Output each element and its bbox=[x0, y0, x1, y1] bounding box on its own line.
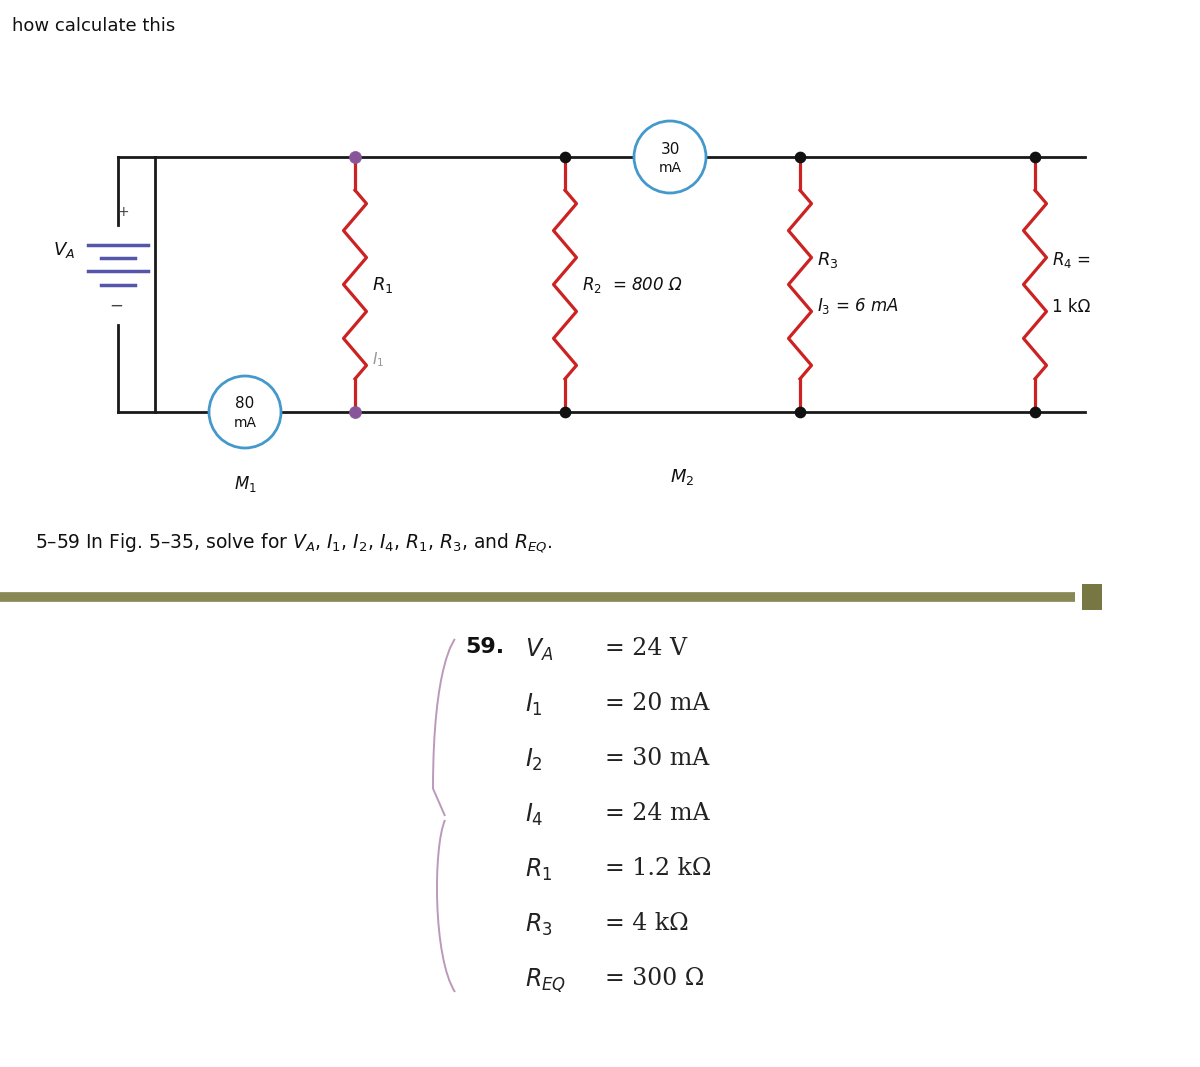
Point bbox=[1025, 403, 1044, 420]
Text: $M_1$: $M_1$ bbox=[234, 474, 257, 494]
Point bbox=[1025, 148, 1044, 165]
Text: $R_1$: $R_1$ bbox=[372, 274, 394, 294]
Text: $I_4$: $I_4$ bbox=[526, 802, 544, 828]
Text: $I_2$: $I_2$ bbox=[526, 747, 542, 774]
Point bbox=[346, 403, 365, 420]
Text: mA: mA bbox=[234, 416, 257, 430]
Point bbox=[791, 148, 810, 165]
Circle shape bbox=[209, 376, 281, 448]
Circle shape bbox=[634, 121, 706, 193]
Text: $R_3$: $R_3$ bbox=[817, 250, 839, 270]
Text: 5–59 In Fig. 5–35, solve for $V_A$, $I_1$, $I_2$, $I_4$, $R_1$, $R_3$, and $R_{E: 5–59 In Fig. 5–35, solve for $V_A$, $I_1… bbox=[35, 532, 552, 555]
Text: $M_2$: $M_2$ bbox=[671, 467, 695, 487]
Text: $V_A$: $V_A$ bbox=[526, 637, 553, 664]
Text: $R_3$: $R_3$ bbox=[526, 912, 552, 938]
Text: = 24 V: = 24 V bbox=[605, 637, 686, 660]
Text: $R_1$: $R_1$ bbox=[526, 857, 552, 883]
Text: 1 kΩ: 1 kΩ bbox=[1052, 298, 1091, 316]
Text: +: + bbox=[118, 206, 128, 220]
Point bbox=[556, 403, 575, 420]
Text: 80: 80 bbox=[235, 397, 254, 412]
Text: $R_{EQ}$: $R_{EQ}$ bbox=[526, 967, 566, 996]
Point bbox=[556, 148, 575, 165]
Text: = 4 kΩ: = 4 kΩ bbox=[605, 912, 689, 935]
Text: mA: mA bbox=[659, 161, 682, 175]
Text: $R_4$ =: $R_4$ = bbox=[1052, 250, 1091, 270]
Point bbox=[346, 148, 365, 165]
Text: $R_2$  = 800 Ω: $R_2$ = 800 Ω bbox=[582, 274, 683, 294]
Text: = 30 mA: = 30 mA bbox=[605, 747, 709, 770]
Text: $V_A$: $V_A$ bbox=[53, 239, 76, 259]
Text: 30: 30 bbox=[660, 142, 679, 157]
Text: how calculate this: how calculate this bbox=[12, 17, 175, 35]
Text: = 24 mA: = 24 mA bbox=[605, 802, 709, 825]
Text: $I_3$ = 6 mA: $I_3$ = 6 mA bbox=[817, 297, 899, 317]
Text: $I_1$: $I_1$ bbox=[372, 351, 384, 369]
Text: = 20 mA: = 20 mA bbox=[605, 692, 709, 715]
Text: = 300 Ω: = 300 Ω bbox=[605, 967, 704, 990]
Text: −: − bbox=[109, 297, 122, 315]
FancyBboxPatch shape bbox=[1082, 584, 1102, 610]
Point bbox=[791, 403, 810, 420]
Text: = 1.2 kΩ: = 1.2 kΩ bbox=[605, 857, 712, 880]
Text: 59.: 59. bbox=[466, 637, 504, 657]
Text: $I_1$: $I_1$ bbox=[526, 692, 542, 718]
